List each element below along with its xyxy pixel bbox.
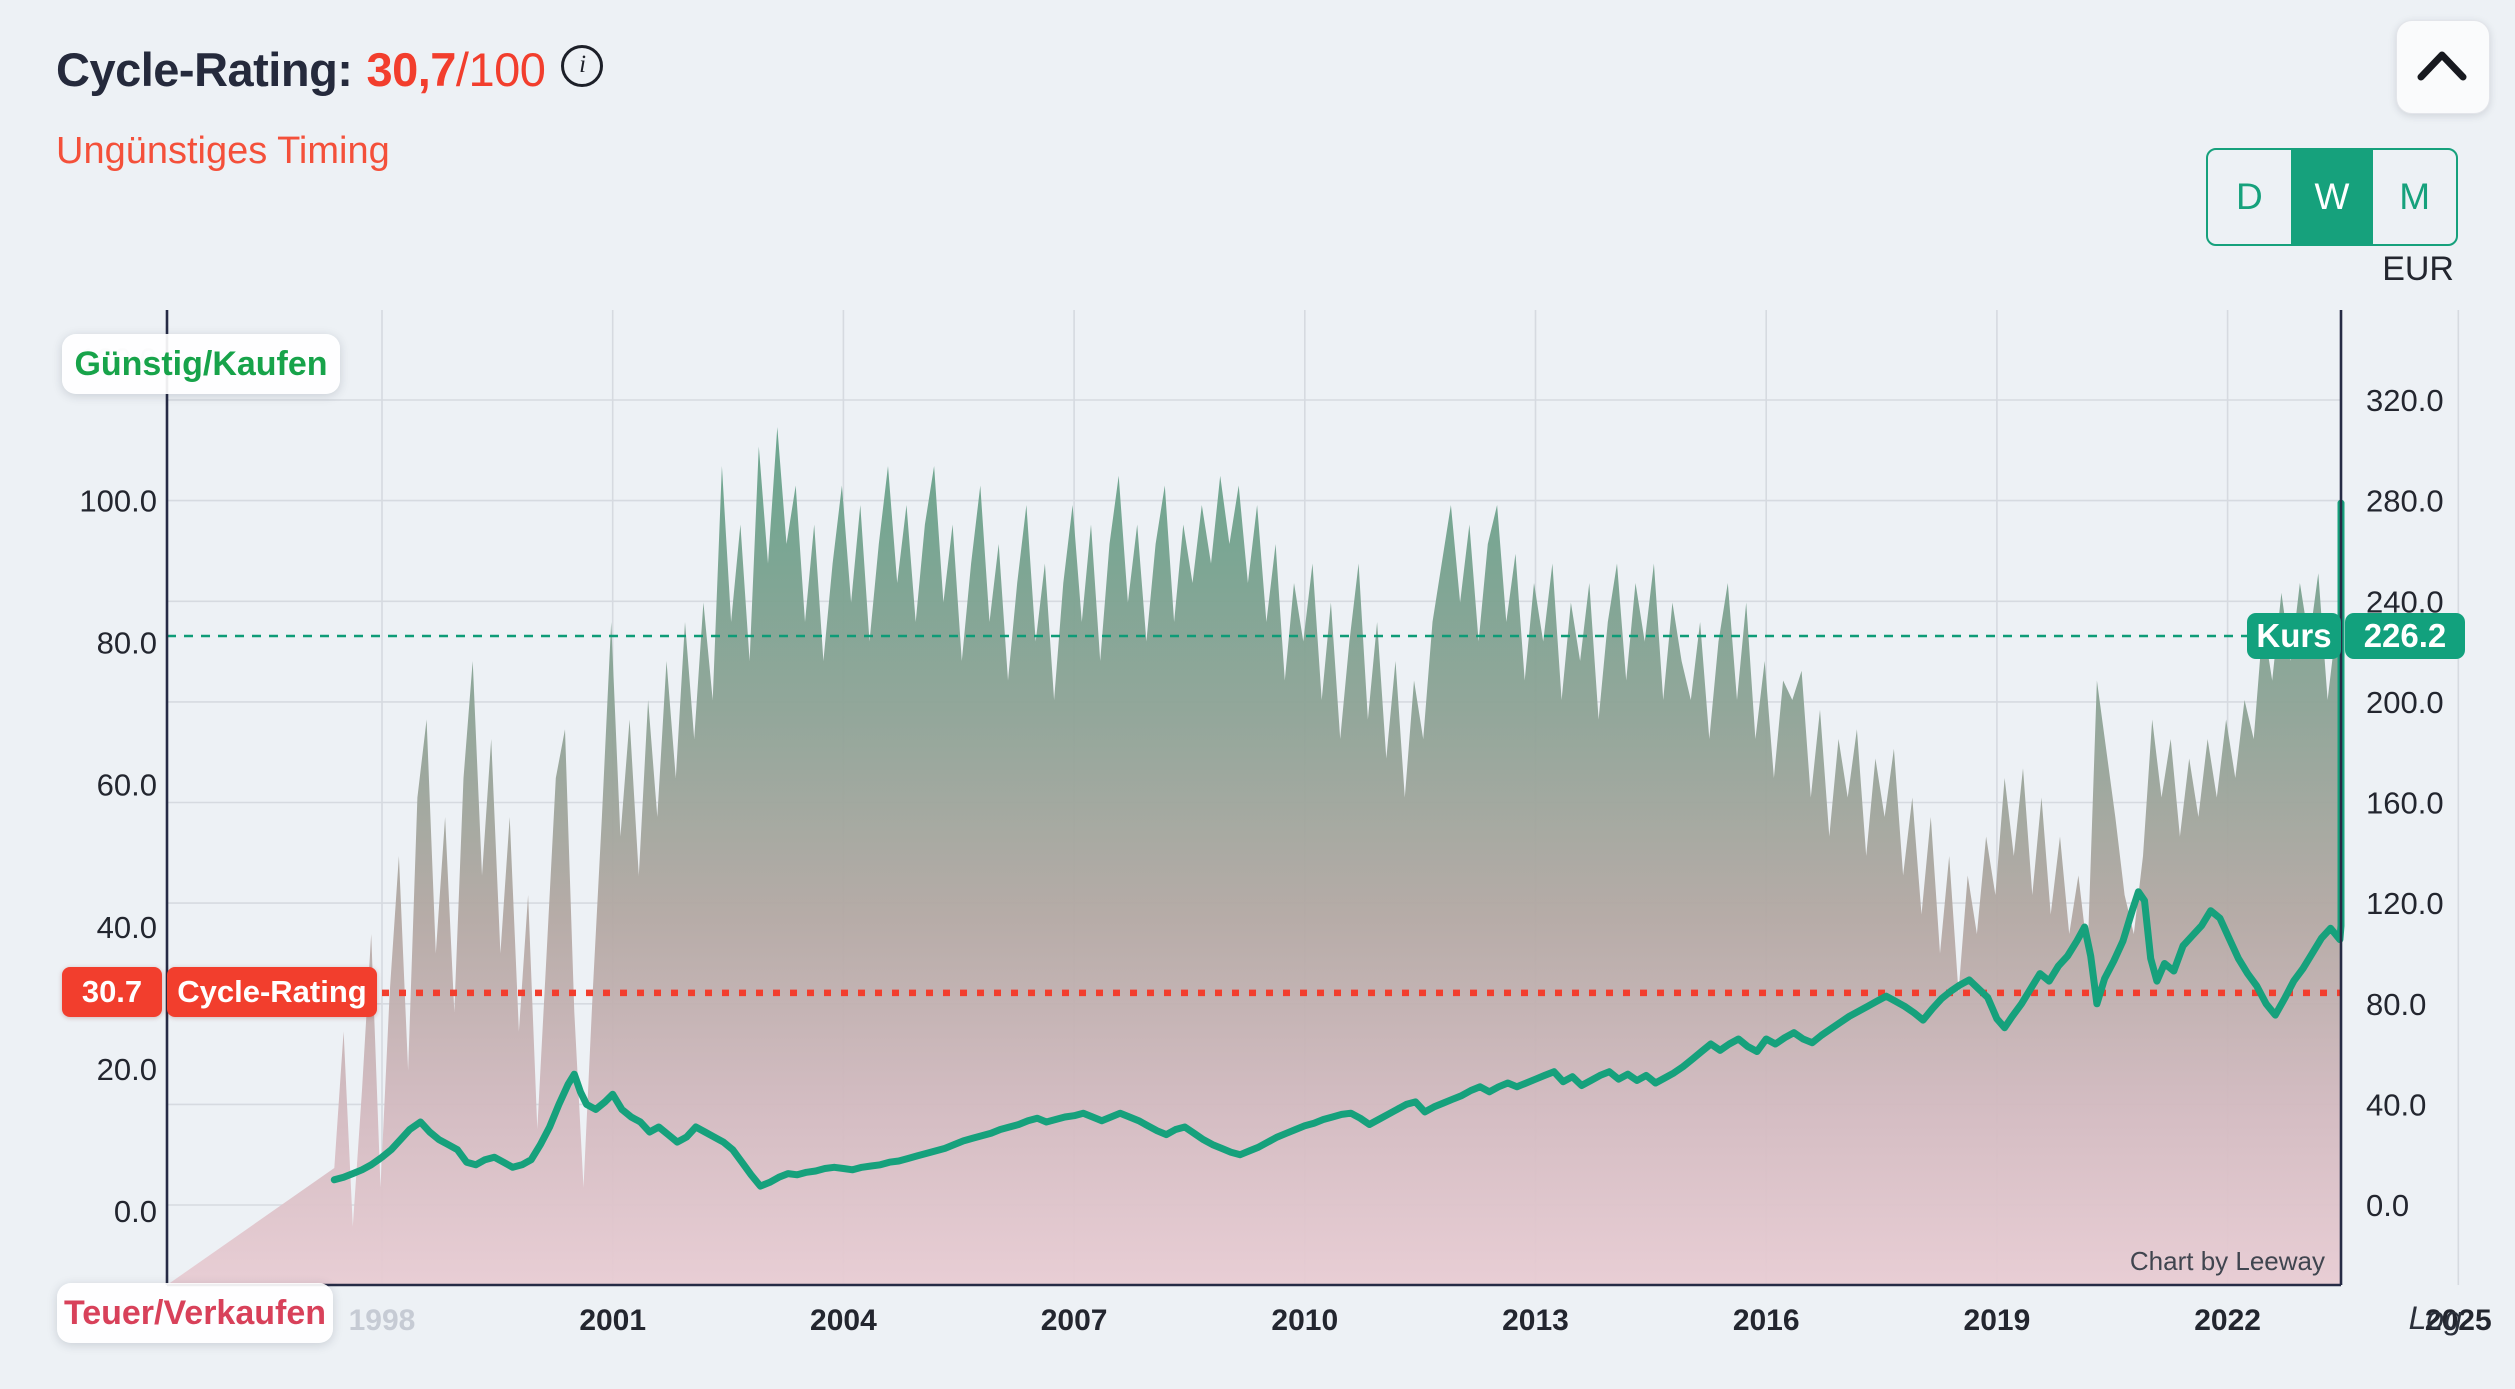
right-axis-label: 280.0 bbox=[2366, 484, 2444, 519]
price-badge-value: 226.2 bbox=[2345, 613, 2465, 659]
right-axis-label: 200.0 bbox=[2366, 685, 2444, 720]
x-axis-label: 2004 bbox=[810, 1304, 877, 1337]
x-axis-label: 2025 bbox=[2425, 1304, 2492, 1337]
x-axis-label: 2007 bbox=[1041, 1304, 1108, 1337]
chart-credit: Chart by Leeway bbox=[2129, 1246, 2325, 1276]
x-axis-label: 2019 bbox=[1964, 1304, 2031, 1337]
title-label: Cycle-Rating: bbox=[56, 43, 353, 96]
title-denominator: /100 bbox=[455, 43, 546, 96]
collapse-button[interactable] bbox=[2396, 20, 2490, 114]
chevron-up-icon bbox=[2417, 51, 2467, 81]
buy-zone-badge: Günstig/Kaufen bbox=[62, 334, 340, 394]
right-axis-label: 40.0 bbox=[2366, 1087, 2426, 1122]
x-axis-label: 2022 bbox=[2194, 1304, 2261, 1337]
x-axis-label: 2001 bbox=[579, 1304, 646, 1337]
right-axis-label: 0.0 bbox=[2366, 1188, 2409, 1223]
x-axis-label: 2010 bbox=[1271, 1304, 1338, 1337]
price-line bbox=[330, 499, 2345, 1190]
left-axis-label: 80.0 bbox=[97, 626, 157, 661]
x-axis-label: 1998 bbox=[349, 1304, 416, 1337]
sell-zone-badge: Teuer/Verkaufen bbox=[57, 1283, 333, 1343]
right-axis-label: 80.0 bbox=[2366, 987, 2426, 1022]
interval-selector: D W M bbox=[2206, 148, 2458, 246]
right-axis-label: 120.0 bbox=[2366, 886, 2444, 921]
log-scale-toggle[interactable]: Log bbox=[2408, 1300, 2462, 1336]
x-axis-label: 2016 bbox=[1733, 1304, 1800, 1337]
left-axis-label: 100.0 bbox=[79, 484, 157, 519]
right-axis-label: 160.0 bbox=[2366, 786, 2444, 821]
interval-button-monthly[interactable]: M bbox=[2399, 176, 2431, 217]
cycle-rating-area bbox=[167, 427, 2341, 1285]
left-axis-label: 60.0 bbox=[97, 768, 157, 803]
right-axis-label: 320.0 bbox=[2366, 383, 2444, 418]
rating-value-badge: 30.7 bbox=[62, 967, 162, 1017]
timing-status-text: Ungünstiges Timing bbox=[56, 130, 390, 172]
price-badge-label: Kurs bbox=[2247, 613, 2341, 659]
x-axis-label: 2013 bbox=[1502, 1304, 1569, 1337]
left-axis-label: 0.0 bbox=[114, 1194, 157, 1229]
interval-button-weekly[interactable]: W bbox=[2290, 150, 2374, 244]
rating-label-badge: Cycle-Rating bbox=[167, 967, 377, 1017]
page-title: Cycle-Rating: 30,7/100 i bbox=[56, 42, 604, 97]
left-axis-label: 20.0 bbox=[97, 1052, 157, 1087]
interval-button-daily[interactable]: D bbox=[2235, 176, 2263, 217]
left-axis-label: 40.0 bbox=[97, 910, 157, 945]
title-value: 30,7 bbox=[366, 43, 456, 96]
info-icon[interactable]: i bbox=[561, 45, 604, 87]
currency-label: EUR bbox=[2382, 250, 2454, 288]
